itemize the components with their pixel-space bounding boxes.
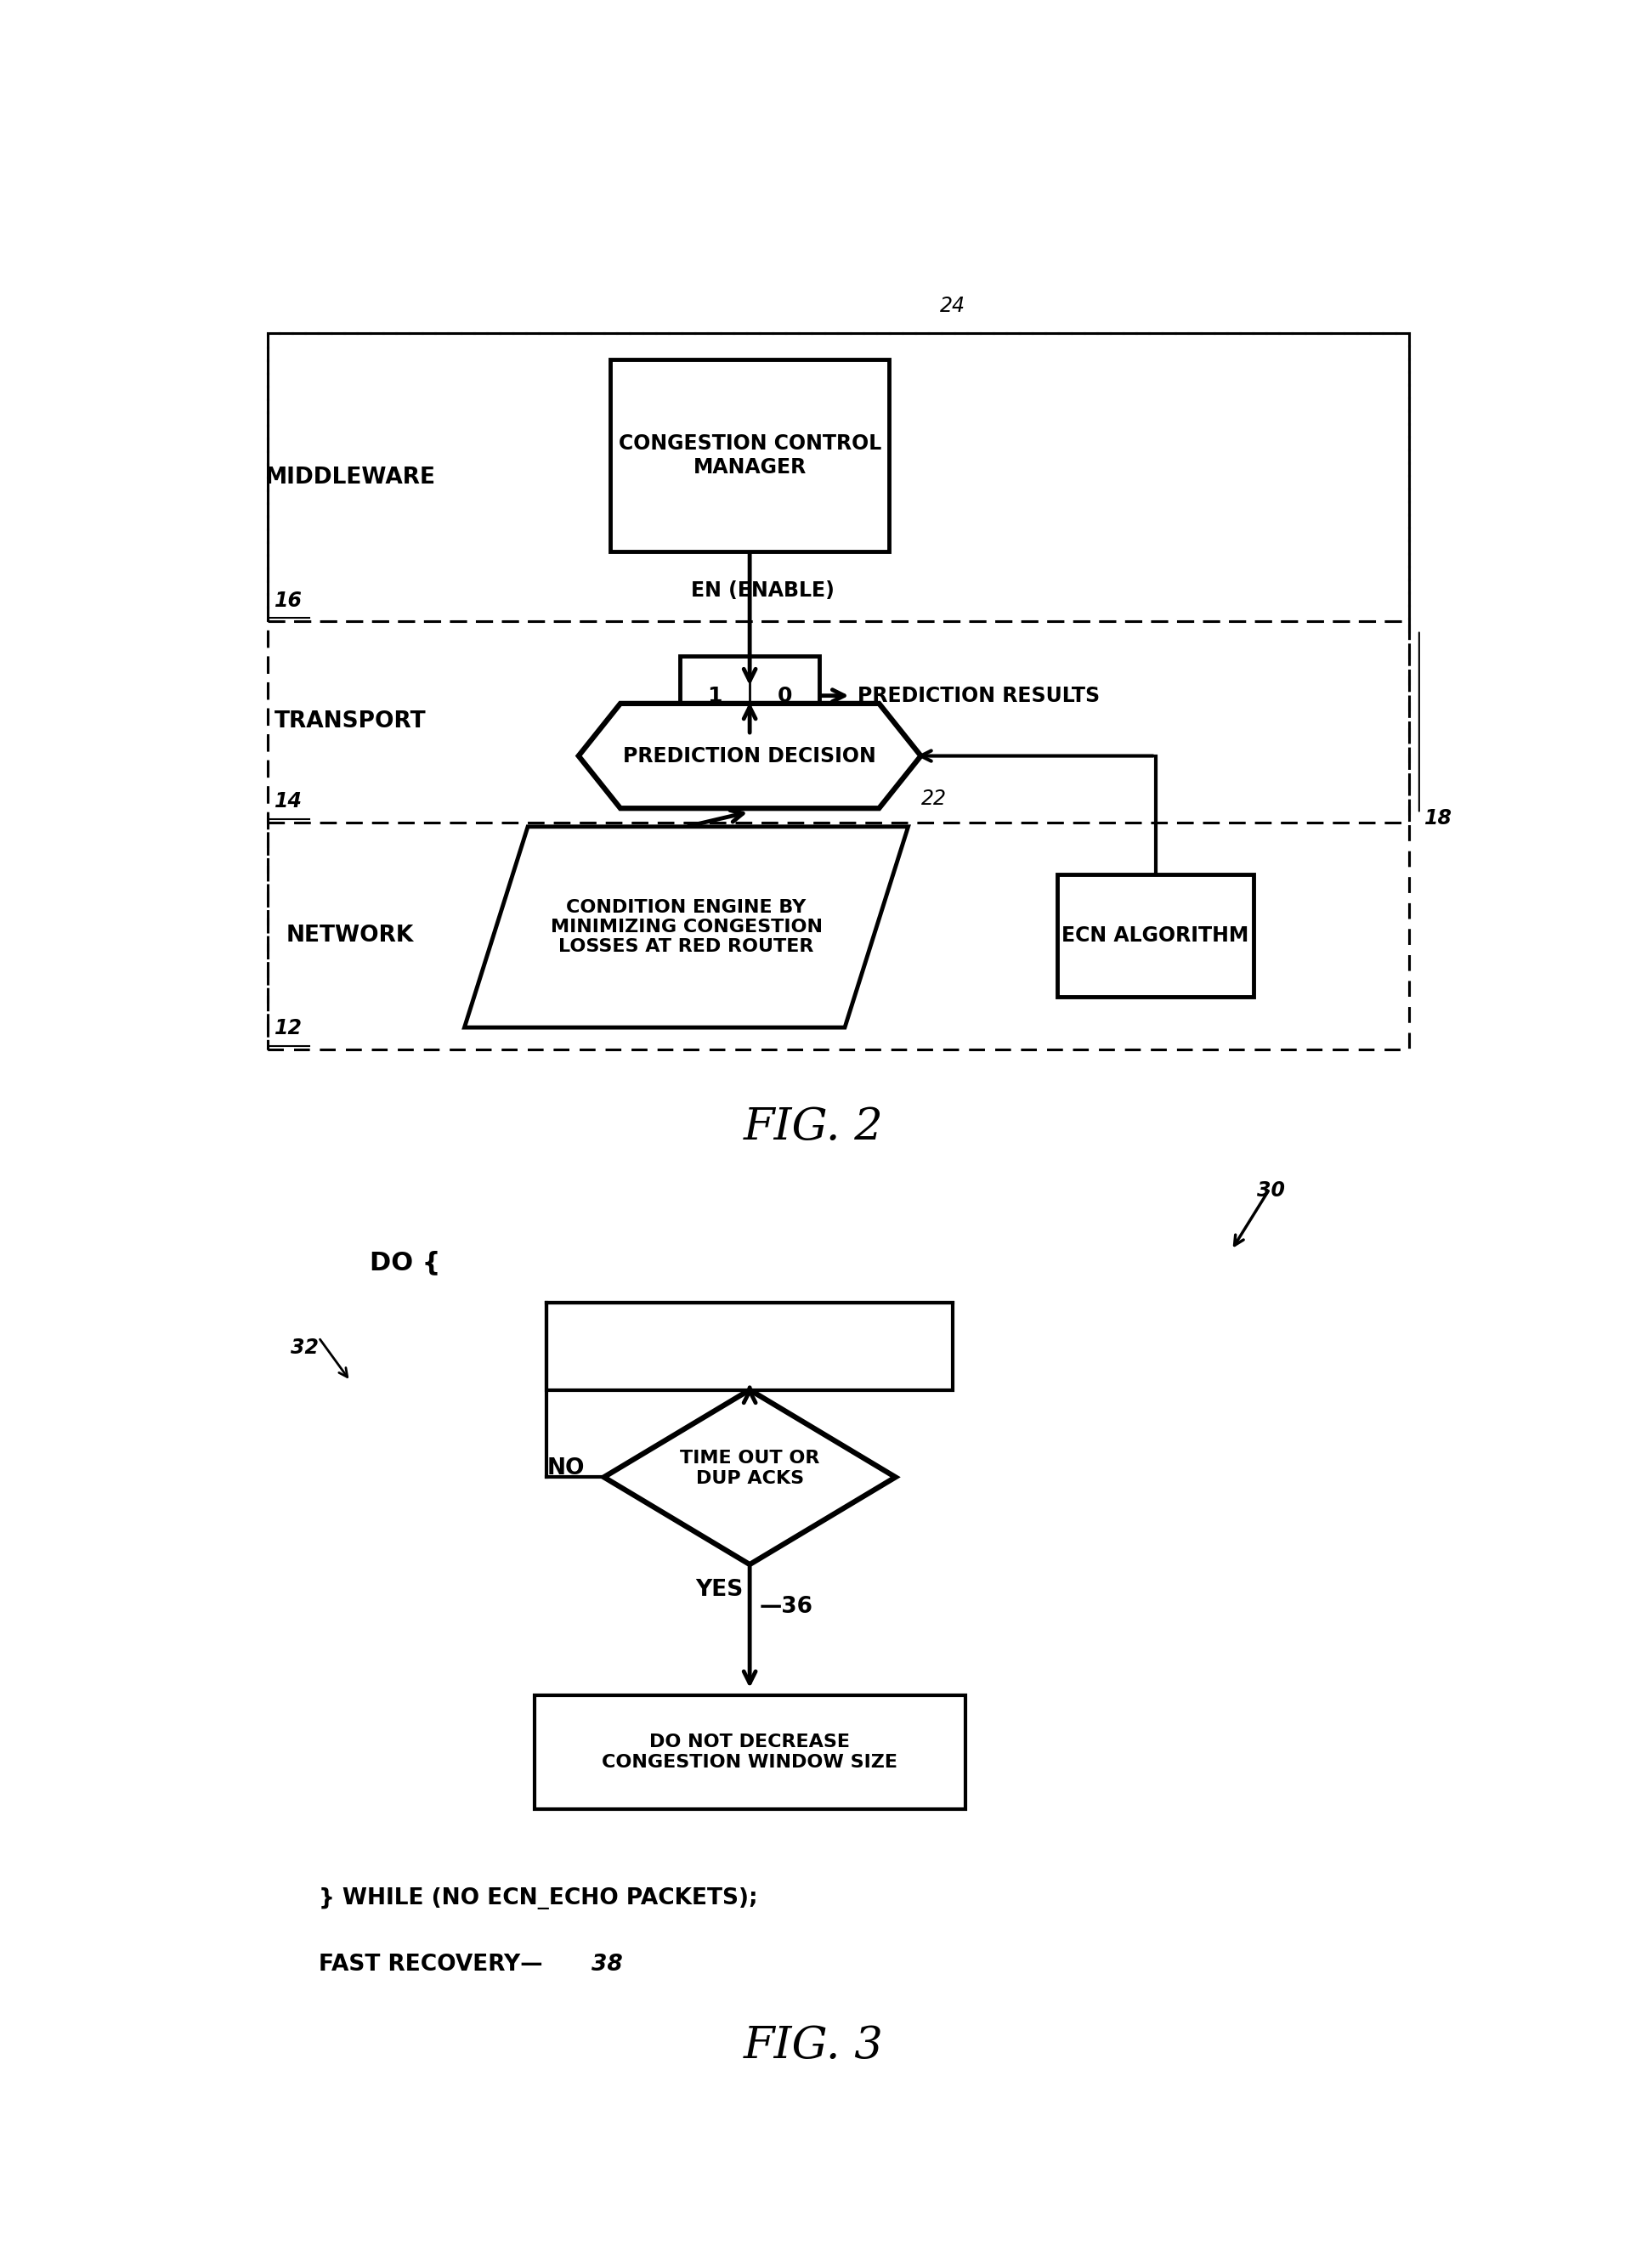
Text: NETWORK: NETWORK [286,925,414,946]
Bar [268,333,1409,1050]
Text: TIME OUT OR
DUP ACKS: TIME OUT OR DUP ACKS [681,1449,820,1488]
Text: 30: 30 [1256,1179,1284,1200]
Text: 14: 14 [275,792,303,812]
Bar [268,333,1409,621]
Bar [268,823,1409,1050]
Text: } WHILE (NO ECN_ECHO PACKETS);: } WHILE (NO ECN_ECHO PACKETS); [319,1887,757,1910]
Bar [546,1302,952,1390]
Text: DO NOT DECREASE
CONGESTION WINDOW SIZE: DO NOT DECREASE CONGESTION WINDOW SIZE [602,1733,898,1771]
Polygon shape [604,1390,895,1565]
Text: DO {: DO { [370,1250,440,1275]
Text: 18: 18 [1425,807,1453,828]
Text: 32: 32 [291,1338,319,1359]
Text: 22: 22 [921,789,946,810]
Text: NO: NO [546,1458,586,1479]
Text: PREDICTION DECISION: PREDICTION DECISION [623,746,877,767]
Text: 38: 38 [591,1955,622,1975]
Polygon shape [579,703,921,807]
Bar [1057,875,1253,998]
Bar [533,1696,965,1810]
Text: CONGESTION CONTROL
MANAGER: CONGESTION CONTROL MANAGER [618,433,882,479]
Text: MIDDLEWARE: MIDDLEWARE [265,467,435,488]
Text: 1: 1 [707,685,721,705]
Text: 0: 0 [777,685,792,705]
Text: FAST RECOVERY—: FAST RECOVERY— [319,1955,543,1975]
Bar [681,655,820,735]
Text: TRANSPORT: TRANSPORT [275,710,427,733]
Text: 16: 16 [275,590,303,610]
Polygon shape [465,826,908,1027]
Text: YES: YES [695,1579,743,1601]
Bar [610,361,890,551]
Bar [268,621,1409,823]
Text: FIG. 2: FIG. 2 [743,1105,883,1148]
Text: PREDICTION RESULTS: PREDICTION RESULTS [857,685,1099,705]
Text: 24: 24 [941,295,965,315]
Text: EN (ENABLE): EN (ENABLE) [690,581,834,601]
Text: FIG. 3: FIG. 3 [743,2023,883,2066]
Text: —36: —36 [759,1597,813,1617]
Text: CONDITION ENGINE BY
MINIMIZING CONGESTION
LOSSES AT RED ROUTER: CONDITION ENGINE BY MINIMIZING CONGESTIO… [550,898,823,955]
Text: 12: 12 [275,1018,303,1039]
Text: ECN ALGORITHM: ECN ALGORITHM [1062,925,1248,946]
